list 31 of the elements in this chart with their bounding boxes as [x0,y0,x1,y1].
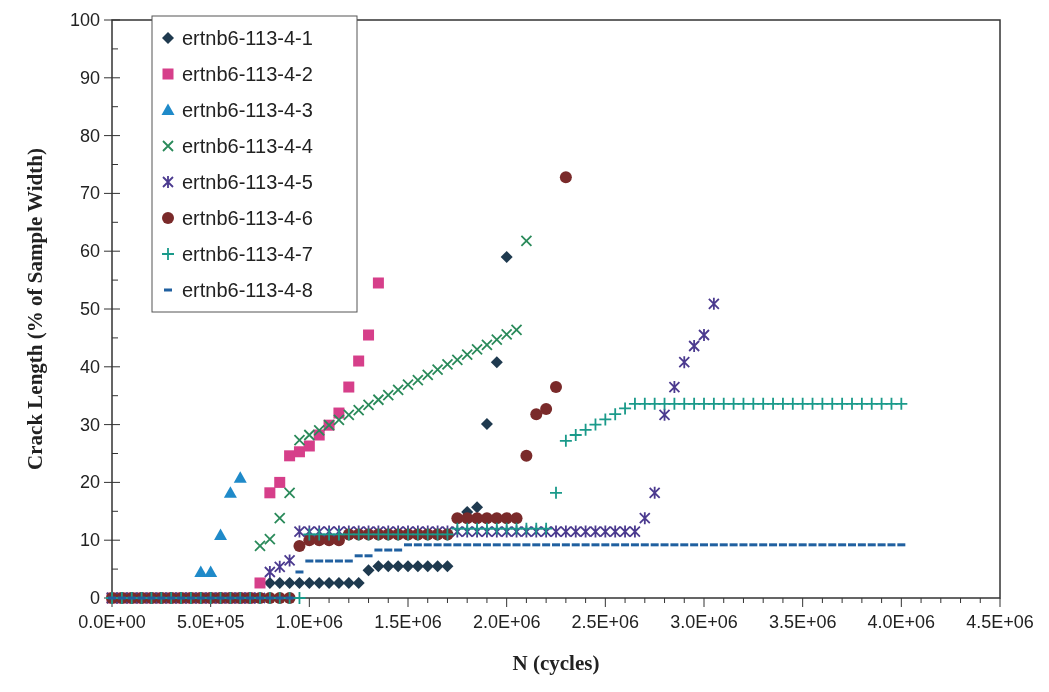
x-tick-label: 4.5E+06 [966,612,1034,632]
y-tick-label: 50 [79,299,100,319]
y-tick-label: 60 [79,241,100,262]
legend-label: ertnb6-113-4-6 [182,207,313,229]
legend-label: ertnb6-113-4-5 [182,171,313,193]
y-tick-label: 30 [79,414,100,435]
legend-label: ertnb6-113-4-2 [182,63,313,85]
x-tick-label: 2.5E+06 [571,612,640,632]
y-tick-label: 10 [79,530,100,551]
legend-label: ertnb6-113-4-3 [182,99,313,121]
x-tick-label: 3.5E+06 [768,612,837,632]
y-tick-label: 100 [69,10,100,30]
x-axis-title: N (cycles) [512,651,600,675]
y-tick-label: 0 [89,588,100,608]
x-tick-label: 5.0E+05 [176,612,245,632]
legend-label: ertnb6-113-4-7 [182,243,313,265]
x-tick-label: 4.0E+06 [867,612,936,632]
legend-label: ertnb6-113-4-8 [182,279,313,301]
x-tick-label: 0.0E+00 [78,612,146,632]
y-tick-label: 20 [79,472,100,493]
y-tick-label: 70 [79,183,100,204]
x-tick-label: 1.5E+06 [374,612,442,632]
legend-label: ertnb6-113-4-1 [182,27,313,49]
y-tick-label: 40 [79,356,100,377]
x-tick-label: 2.0E+06 [472,612,541,632]
y-tick-label: 90 [79,67,100,88]
legend-label: ertnb6-113-4-4 [182,135,313,157]
x-tick-label: 1.0E+06 [275,612,344,632]
y-axis-title: Crack Length (% of Sample Width) [23,148,47,470]
y-tick-label: 80 [79,125,100,146]
x-tick-label: 3.0E+06 [670,612,738,632]
